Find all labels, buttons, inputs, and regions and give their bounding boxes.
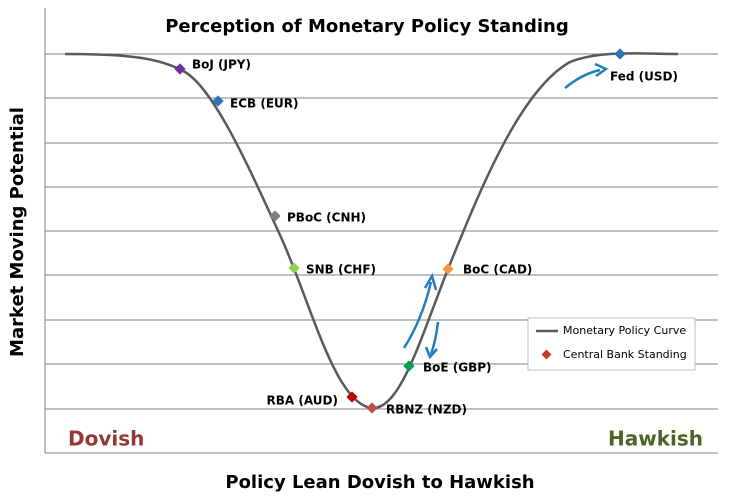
x-axis-label: Policy Lean Dovish to Hawkish [225,472,534,493]
legend-swatch [541,349,552,360]
bank-label: RBNZ (NZD) [386,403,467,417]
arrow [564,68,601,89]
bank-label: BoC (CAD) [463,263,532,277]
bank-marker [442,263,454,275]
bank-label: BoE (GBP) [423,361,492,375]
grid [44,8,718,454]
bank-label: ECB (EUR) [230,97,298,111]
bank-marker [269,210,281,222]
arrows [402,62,609,360]
bank-marker [346,391,358,403]
bank-label: Fed (USD) [610,70,678,84]
arrow [429,321,440,355]
bank-marker [403,360,415,372]
arrow-head [424,346,438,360]
arrow-head [594,62,609,78]
bank-label: PBoC (CNH) [287,211,366,225]
left-end-label: Dovish [68,427,144,451]
legend-label: Monetary Policy Curve [563,324,686,337]
title-box [165,10,569,42]
y-axis-label: Market Moving Potential [7,107,28,357]
bank-label: BoJ (JPY) [192,58,251,72]
banks: BoJ (JPY) ECB (EUR) PBoC (CNH) SNB (CHF) RBA… [174,48,678,417]
bank-marker [288,262,300,274]
bank-marker [366,402,378,414]
right-end-label: Hawkish [608,427,703,451]
chart-title: Perception of Monetary Policy Standing [165,16,569,37]
legend-label: Central Bank Standing [563,348,687,361]
bank-label: RBA (AUD) [267,394,338,408]
legend: Monetary Policy Curve Central Bank Stand… [527,317,696,371]
legend-box [527,317,696,371]
arrow-head [423,272,438,291]
arrow [402,281,433,349]
bank-marker [614,48,626,60]
bank-label: SNB (CHF) [306,263,376,277]
